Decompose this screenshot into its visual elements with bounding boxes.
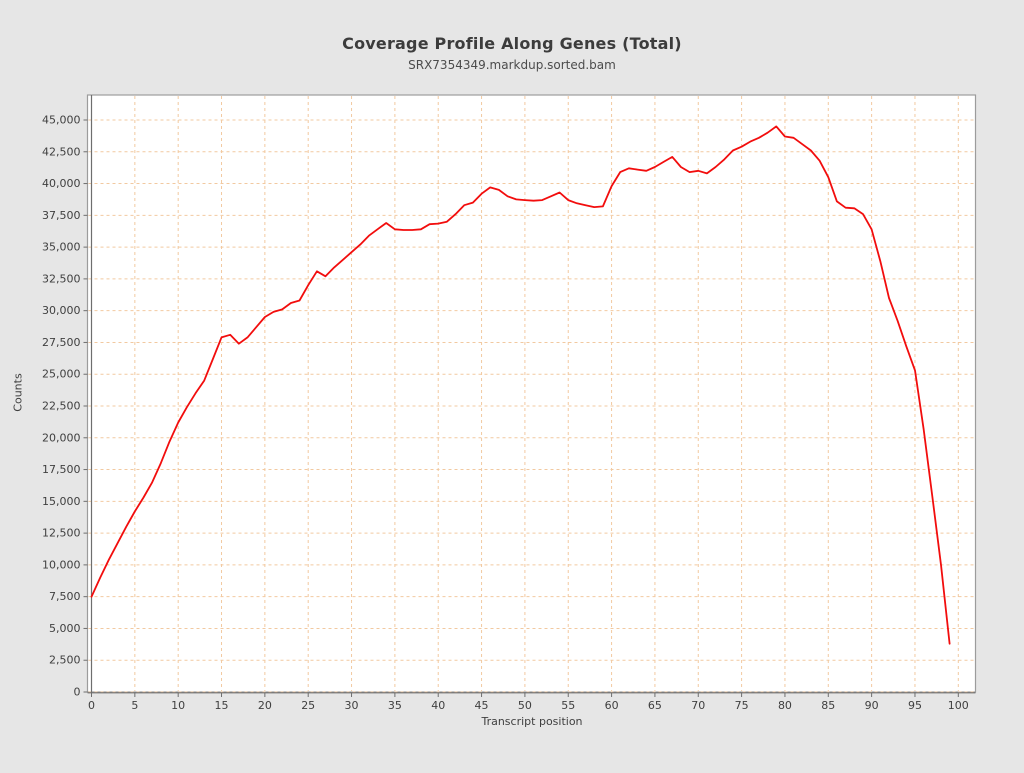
y-tick-label: 0: [74, 686, 81, 699]
x-tick-label: 5: [131, 699, 138, 712]
y-tick-label: 30,000: [42, 304, 81, 317]
x-tick-label: 90: [865, 699, 879, 712]
x-tick-label: 35: [388, 699, 402, 712]
y-tick-label: 35,000: [42, 241, 81, 254]
x-tick-label: 45: [475, 699, 489, 712]
x-tick-label: 65: [648, 699, 662, 712]
chart-subtitle: SRX7354349.markdup.sorted.bam: [408, 58, 616, 72]
x-tick-label: 30: [345, 699, 359, 712]
x-tick-label: 70: [691, 699, 705, 712]
x-axis-label: Transcript position: [481, 715, 583, 728]
x-tick-label: 75: [735, 699, 749, 712]
x-tick-label: 60: [605, 699, 619, 712]
x-tick-label: 10: [171, 699, 185, 712]
x-tick-label: 0: [88, 699, 95, 712]
y-tick-label: 27,500: [42, 336, 81, 349]
x-tick-label: 80: [778, 699, 792, 712]
coverage-profile-line: [90, 125, 951, 645]
y-tick-label: 20,000: [42, 431, 81, 444]
y-tick-label: 45,000: [42, 114, 81, 127]
x-tick-label: 55: [561, 699, 575, 712]
y-tick-label: 7,500: [49, 590, 81, 603]
y-tick-label: 32,500: [42, 272, 81, 285]
y-tick-label: 42,500: [42, 145, 81, 158]
x-tick-label: 40: [431, 699, 445, 712]
x-tick-label: 50: [518, 699, 532, 712]
plot-area: [86, 94, 977, 693]
x-tick-label: 25: [301, 699, 315, 712]
y-tick-label: 2,500: [49, 654, 81, 667]
y-tick-label: 40,000: [42, 177, 81, 190]
y-tick-label: 12,500: [42, 527, 81, 540]
x-tick-label: 95: [908, 699, 922, 712]
x-tick-label: 20: [258, 699, 272, 712]
y-axis-label: Counts: [11, 373, 25, 412]
y-tick-label: 5,000: [49, 622, 81, 635]
x-tick-label: 85: [821, 699, 835, 712]
x-tick-label: 100: [948, 699, 969, 712]
y-tick-label: 25,000: [42, 368, 81, 381]
y-tick-label: 17,500: [42, 463, 81, 476]
y-tick-label: 22,500: [42, 400, 81, 413]
y-tick-label: 15,000: [42, 495, 81, 508]
chart-title: Coverage Profile Along Genes (Total): [342, 34, 682, 53]
y-tick-label: 37,500: [42, 209, 81, 222]
x-tick-label: 15: [215, 699, 229, 712]
y-tick-label: 10,000: [42, 558, 81, 571]
